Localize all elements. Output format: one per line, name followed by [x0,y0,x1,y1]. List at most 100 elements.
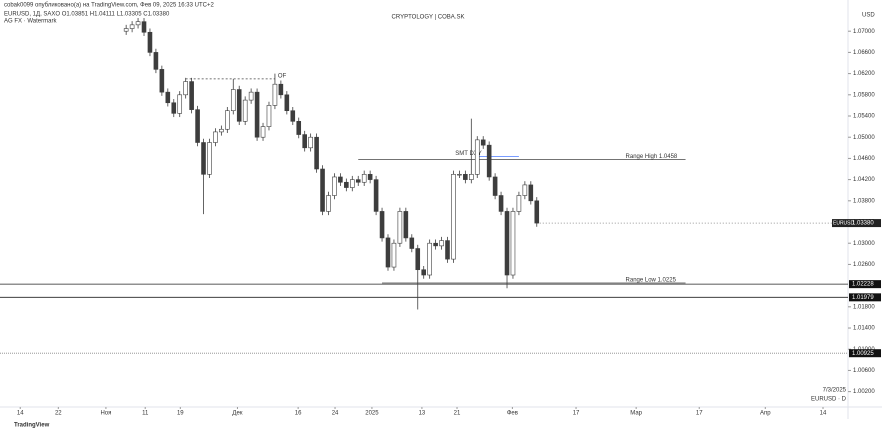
candle-body [129,24,135,29]
candle-body [367,174,373,180]
x-tick-label: Апр [760,411,771,417]
x-tick-label: Фев [507,411,518,417]
candle-body [427,242,432,276]
candle-body [463,174,468,180]
level-label: Range High 1.0458 [626,154,678,160]
x-tick-label: 24 [332,411,339,417]
y-tick-label: 1.05800 [853,92,875,98]
last-price-bg [832,219,881,228]
candle-body [272,83,278,106]
candle-body [236,89,242,122]
candle-body [445,240,450,260]
x-tick-label: 22 [55,411,62,417]
y-tick-label: 1.00200 [853,389,875,395]
y-tick-label: 1.03000 [853,241,875,247]
candle-body [248,91,254,101]
candle-body [302,134,307,149]
candle-body [290,110,296,122]
candle-body [159,69,165,93]
footer-date: 7/3/2025 [823,388,847,394]
y-tick-label: 1.02600 [853,262,875,268]
candle-body [153,52,159,70]
candle-body [421,269,427,276]
candle-body [260,126,266,138]
candle-body [480,139,486,146]
candle-body [230,89,236,112]
y-tick-label: 1.05400 [853,114,875,120]
x-tick-label: 16 [295,411,302,417]
chart-title: CRYPTOLOGY | COBA.SK [392,15,465,21]
x-tick-label: Мар [630,411,642,417]
candle-body [171,102,177,114]
candle-body [373,179,379,212]
candle-body [516,195,522,212]
currency: USD [862,13,875,19]
level-label: Range Low 1.0225 [626,278,677,284]
candle-body [397,211,403,244]
x-tick-label: 2025 [365,411,379,417]
candle-body [266,105,272,127]
last-price-symbol: EURUSD [833,220,855,226]
candle-body [195,109,200,143]
candle-body [439,240,444,247]
candle-body [123,28,129,32]
candle-body [379,211,385,239]
y-tick-label: 1.05000 [853,135,875,141]
candle-body [415,248,421,271]
candle-body [213,131,218,143]
price-label: 1.02228 [852,282,874,288]
y-tick-label: 1.04600 [853,156,875,162]
candle-body [391,242,397,268]
candle-body [242,99,248,122]
candle-body [498,195,504,212]
candle-body [201,142,206,175]
y-tick-label: 1.04200 [853,177,875,183]
author-line: cobak0099 опубликовано(а) на TradingView… [4,3,214,9]
candle-body [469,174,474,180]
candle-body [492,176,498,196]
x-tick-label: 11 [142,411,149,417]
candle-body [409,237,415,249]
price-label-bg [849,349,881,358]
footer-symbol: EURUSD · D [811,397,847,403]
x-tick-label: 13 [419,411,426,417]
candle-body [486,144,492,178]
candle-body [320,168,325,212]
level-label: SMT DXY [455,151,482,157]
candle-body [135,21,141,26]
y-tick-label: 1.06600 [853,50,875,56]
candle-body [254,91,260,138]
price-label-bg [849,280,881,289]
candle-body [403,211,409,239]
watermark-line: AG FX · Watermark [4,19,57,25]
candle-body [207,142,212,175]
candle-body [433,242,438,247]
candle-body [284,94,290,112]
candle-body [332,176,337,196]
candle-body [219,128,224,133]
candle-body [355,179,361,183]
brand: TradingView [14,423,50,429]
candle-body [474,139,480,175]
candle-body [338,176,343,183]
candle-body [451,174,456,260]
price-label: 1.00925 [852,351,874,357]
candle-body [349,179,355,188]
candle-body [165,91,171,104]
candle-body [385,237,391,268]
x-tick-label: 21 [454,411,461,417]
x-tick-label: 14 [820,411,827,417]
x-tick-label: Дек [232,411,242,417]
candle-body [183,81,188,96]
y-tick-label: 1.07000 [853,29,875,35]
price-label: 1.01979 [852,295,874,301]
x-tick-label: 17 [573,411,580,417]
y-tick-label: 1.06200 [853,71,875,77]
y-tick-label: 1.01400 [853,326,875,332]
candle-body [510,211,516,276]
x-tick-label: 17 [696,411,703,417]
candle-body [361,174,367,183]
candle-body [457,174,462,176]
candle-body [504,211,510,276]
